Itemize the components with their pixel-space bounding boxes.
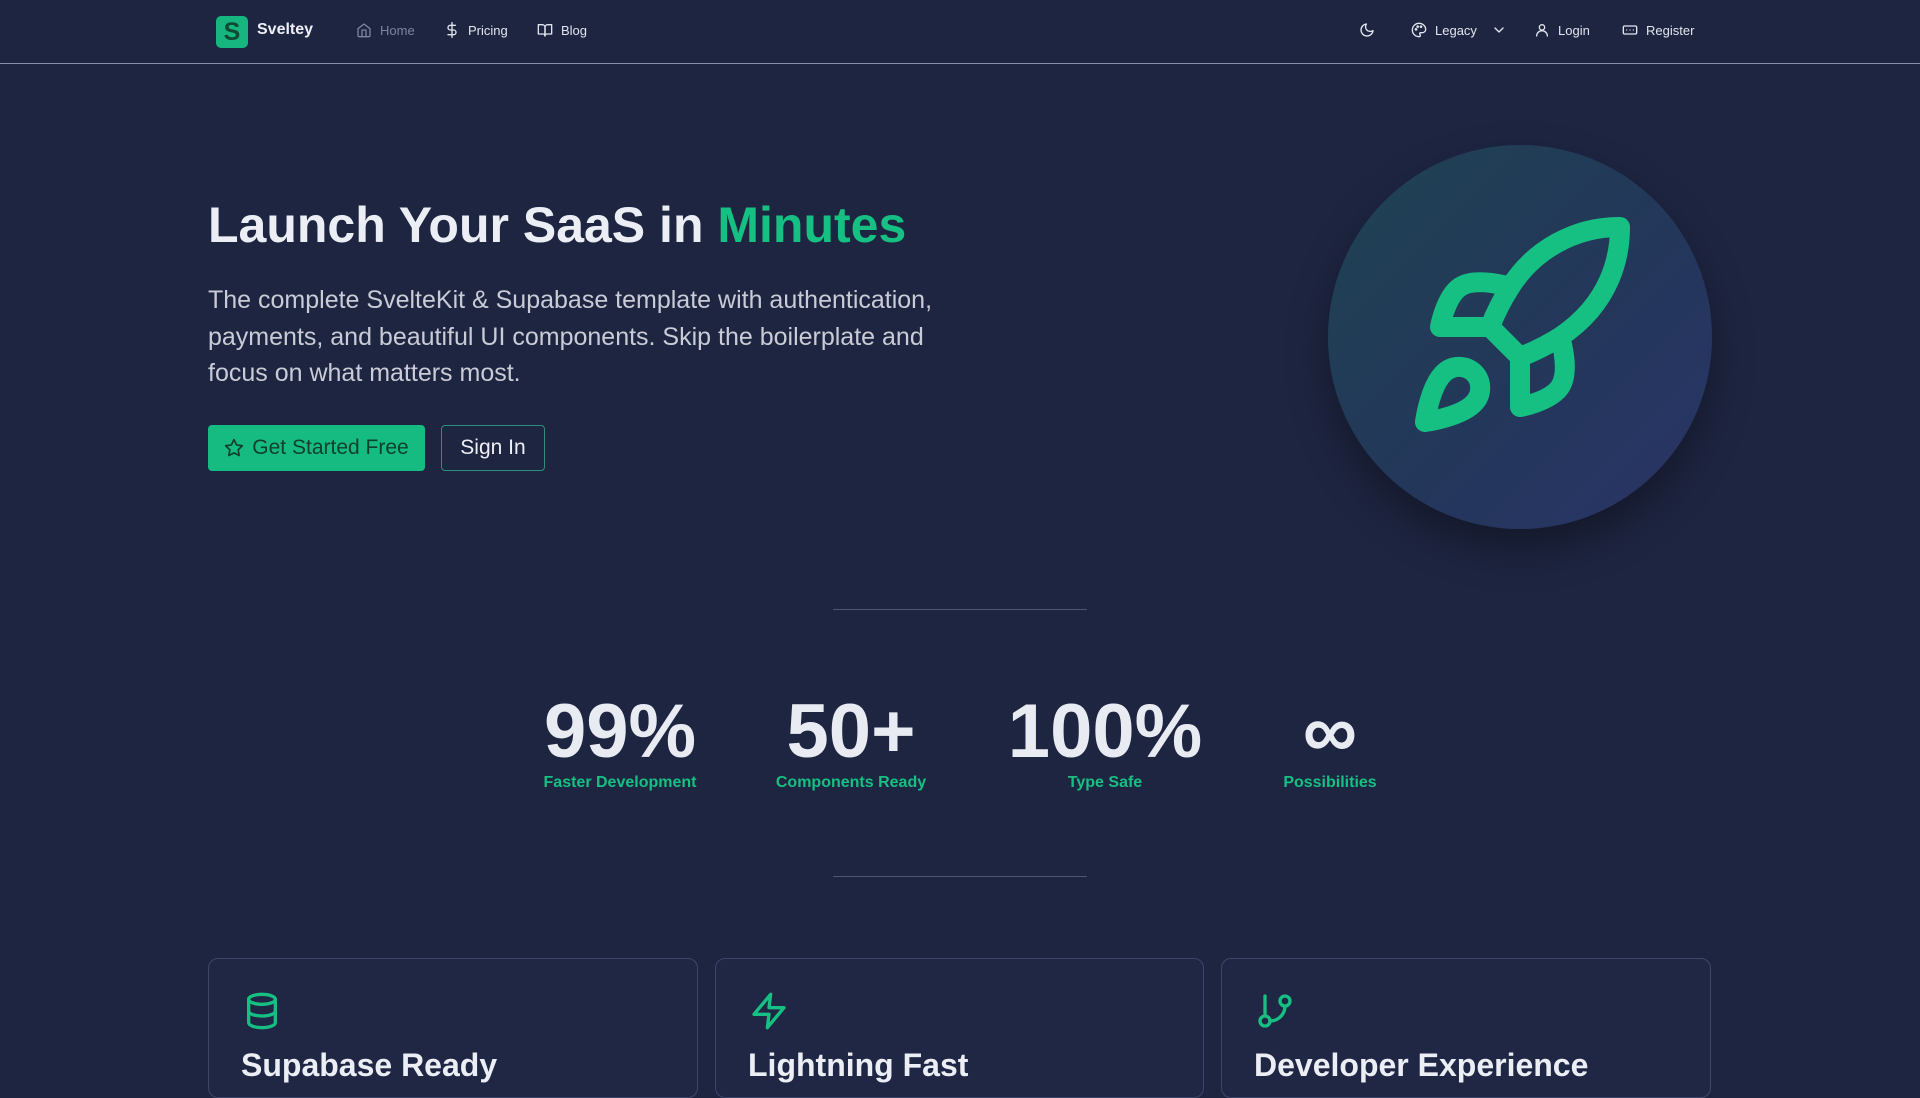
feature-title: Lightning Fast [748, 1047, 969, 1083]
logo-icon[interactable]: S [216, 16, 248, 48]
stat-value: 100% [1007, 689, 1203, 774]
nav-home-label: Home [380, 22, 415, 38]
rocket-icon [1415, 216, 1630, 432]
hero-title-main: Launch Your SaaS in [208, 197, 718, 253]
register-label: Register [1646, 22, 1695, 38]
nav-pricing-label: Pricing [468, 22, 508, 38]
stat-label: Components Ready [775, 774, 927, 791]
stat-item: 50+ Components Ready [721, 690, 981, 792]
keyboard-icon [1622, 25, 1638, 35]
nav-blog-label: Blog [561, 22, 588, 38]
theme-toggle-button[interactable] [1359, 22, 1375, 38]
divider-top [833, 609, 1087, 610]
stat-item: 100% Type Safe [975, 690, 1235, 792]
hero-title: Launch Your SaaS in Minutes [208, 196, 906, 254]
top-navbar: S Sveltey Home Pricing Blog Legacy Login… [0, 0, 1920, 64]
home-icon [357, 23, 371, 38]
theme-select[interactable]: Legacy [1411, 22, 1507, 38]
stat-value: ∞ [1302, 689, 1358, 774]
login-label: Login [1558, 22, 1590, 38]
palette-icon [1411, 22, 1427, 38]
sign-in-button[interactable]: Sign In [441, 425, 545, 471]
theme-select-label: Legacy [1435, 22, 1477, 38]
register-link[interactable]: Register [1622, 22, 1694, 38]
get-started-label: Get Started Free [252, 436, 409, 459]
feature-title: Developer Experience [1254, 1047, 1589, 1083]
star-icon [225, 438, 244, 457]
hero-illustration [1328, 145, 1712, 529]
stat-label: Possibilities [1283, 774, 1377, 791]
feature-card-dx: Developer Experience [1221, 958, 1711, 1098]
divider-bottom [833, 876, 1087, 877]
get-started-button[interactable]: Get Started Free [208, 425, 425, 471]
stat-value: 99% [543, 689, 697, 774]
database-icon [247, 992, 277, 1030]
brand-name[interactable]: Sveltey [257, 21, 314, 38]
hero-title-accent: Minutes [717, 197, 907, 253]
stat-label: Faster Development [543, 774, 697, 791]
dollar-icon [447, 22, 457, 38]
user-icon [1536, 24, 1548, 37]
nav-home[interactable]: Home [356, 22, 415, 38]
stat-item: 99% Faster Development [490, 690, 750, 792]
stat-item: ∞ Possibilities [1200, 690, 1460, 792]
stat-value: 50+ [786, 689, 916, 774]
feature-title: Supabase Ready [241, 1047, 498, 1083]
zap-icon [752, 992, 786, 1030]
git-branch-icon [1258, 994, 1292, 1028]
stat-label: Type Safe [1067, 774, 1143, 791]
chevron-down-icon [1494, 27, 1504, 33]
login-link[interactable]: Login [1534, 22, 1590, 38]
nav-pricing[interactable]: Pricing [444, 22, 508, 38]
moon-icon [1360, 23, 1374, 37]
book-icon [537, 24, 553, 37]
feature-card-fast: Lightning Fast [715, 958, 1204, 1098]
feature-card-supabase: Supabase Ready [208, 958, 698, 1098]
nav-blog[interactable]: Blog [537, 22, 587, 38]
hero-description: The complete SvelteKit & Supabase templa… [208, 286, 933, 387]
